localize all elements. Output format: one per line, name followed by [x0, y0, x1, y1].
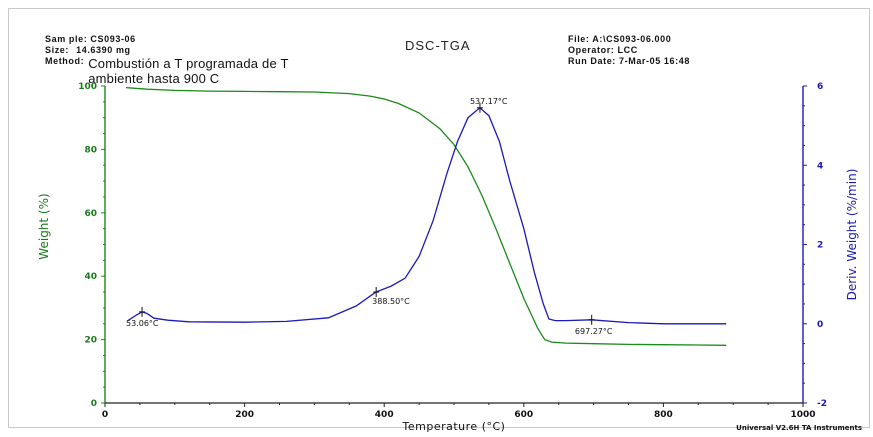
chart-title: DSC-TGA — [405, 38, 471, 53]
y-right-tick-label: 6 — [817, 82, 823, 92]
method-line-1: Combustión a T programada de T — [88, 56, 289, 71]
sample-key: Sam ple: — [45, 34, 88, 44]
file-line: File: A:\CS093-06.000 — [568, 34, 690, 45]
y-right-tick-label: 2 — [817, 241, 823, 251]
x-tick-label: 600 — [514, 410, 533, 420]
y-right-tick-label: -2 — [817, 399, 827, 409]
file-value: A:\CS093-06.000 — [592, 34, 672, 44]
run-date-key: Run Date: — [568, 56, 616, 66]
operator-key: Operator: — [568, 45, 615, 55]
chart-frame — [8, 8, 870, 428]
y-left-tick-label: 60 — [84, 209, 97, 219]
size-line: Size: 14.6390 mg — [45, 45, 289, 56]
y-left-tick-label: 100 — [78, 82, 97, 92]
y-left-tick-label: 80 — [84, 145, 97, 155]
x-axis-label: Temperature (°C) — [402, 420, 506, 433]
x-tick-label: 200 — [235, 410, 254, 420]
operator-line: Operator: LCC — [568, 45, 690, 56]
run-date-value: 7-Mar-05 16:48 — [619, 56, 690, 66]
x-tick-label: 0 — [102, 410, 108, 420]
peak-annotation-label: 537.17°C — [470, 97, 508, 106]
peak-annotation-label: 697.27°C — [575, 327, 613, 336]
header-left: Sam ple: CS093-06 Size: 14.6390 mg Metho… — [45, 34, 289, 86]
y-left-tick-label: 0 — [91, 399, 97, 409]
header-right: File: A:\CS093-06.000 Operator: LCC Run … — [568, 34, 690, 67]
y-left-tick-label: 40 — [84, 272, 97, 282]
method-line: Method: Combustión a T programada de T a… — [45, 56, 289, 86]
weight-series-line — [125, 86, 727, 346]
y-axis-label-left: Weight (%) — [37, 193, 51, 259]
method-key: Method: — [45, 56, 85, 66]
method-line-2: ambiente hasta 900 C — [88, 71, 220, 86]
method-value: Combustión a T programada de T ambiente … — [88, 56, 288, 86]
run-date-line: Run Date: 7-Mar-05 16:48 — [568, 56, 690, 67]
sample-value: CS093-06 — [90, 34, 136, 44]
size-value: 14.6390 mg — [76, 45, 131, 55]
size-key: Size: — [45, 45, 70, 55]
peak-annotation-label: 53.06°C — [126, 319, 159, 328]
x-tick-label: 1000 — [790, 410, 815, 420]
y-right-tick-label: 0 — [817, 320, 823, 330]
y-right-tick-label: 4 — [817, 161, 823, 171]
x-tick-label: 400 — [375, 410, 394, 420]
y-axis-label-right: Deriv. Weight (%/min) — [845, 169, 859, 301]
x-tick-label: 800 — [654, 410, 673, 420]
peak-annotation-label: 388.50°C — [372, 297, 410, 306]
sample-line: Sam ple: CS093-06 — [45, 34, 289, 45]
instrument-footer: Universal V2.6H TA Instruments — [736, 424, 862, 432]
file-key: File: — [568, 34, 590, 44]
operator-value: LCC — [617, 45, 638, 55]
y-left-tick-label: 20 — [84, 336, 97, 346]
deriv-weight-series-line — [127, 106, 727, 325]
